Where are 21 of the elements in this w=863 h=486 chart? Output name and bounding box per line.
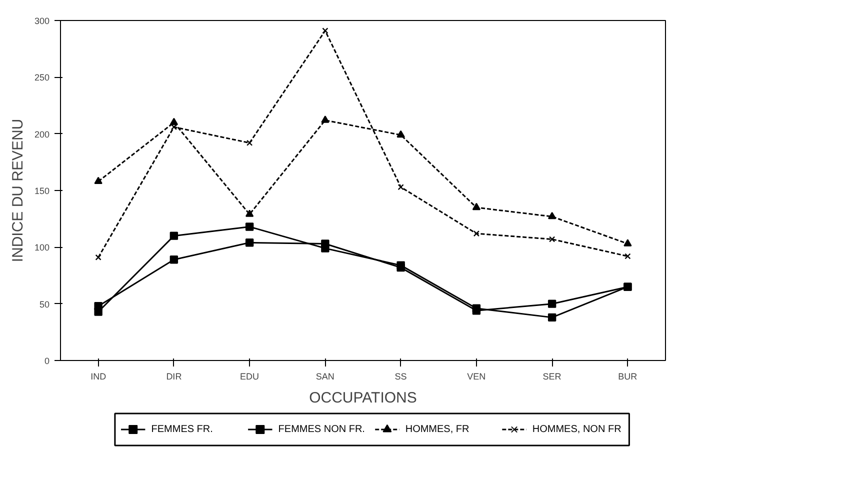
y-axis-title: INDICE DU REVENU: [9, 118, 26, 262]
x-tick-label: VEN: [467, 372, 486, 382]
x-tick-label: SS: [394, 372, 407, 382]
y-tick-label: 150: [34, 186, 50, 196]
y-tick-label: 250: [34, 72, 50, 83]
y-tick-label: 50: [39, 299, 50, 310]
legend-label: FEMMES NON FR.: [278, 424, 365, 435]
x-tick-label: IND: [90, 372, 107, 382]
y-tick-label: 200: [34, 129, 50, 140]
legend-label: FEMMES FR.: [151, 424, 213, 435]
x-tick-label: BUR: [618, 372, 638, 382]
x-tick-label: SAN: [316, 372, 334, 382]
legend-label: HOMMES, NON FR: [532, 424, 622, 435]
y-tick-label: 100: [34, 242, 50, 253]
x-tick-label: SER: [542, 372, 562, 382]
x-tick-label: DIR: [166, 372, 182, 382]
y-tick-label: 0: [44, 356, 50, 366]
x-axis-title: OCCUPATIONS: [309, 390, 417, 406]
y-tick-label: 300: [34, 16, 50, 26]
x-tick-label: EDU: [240, 372, 260, 382]
legend-label: HOMMES, FR: [405, 424, 470, 435]
